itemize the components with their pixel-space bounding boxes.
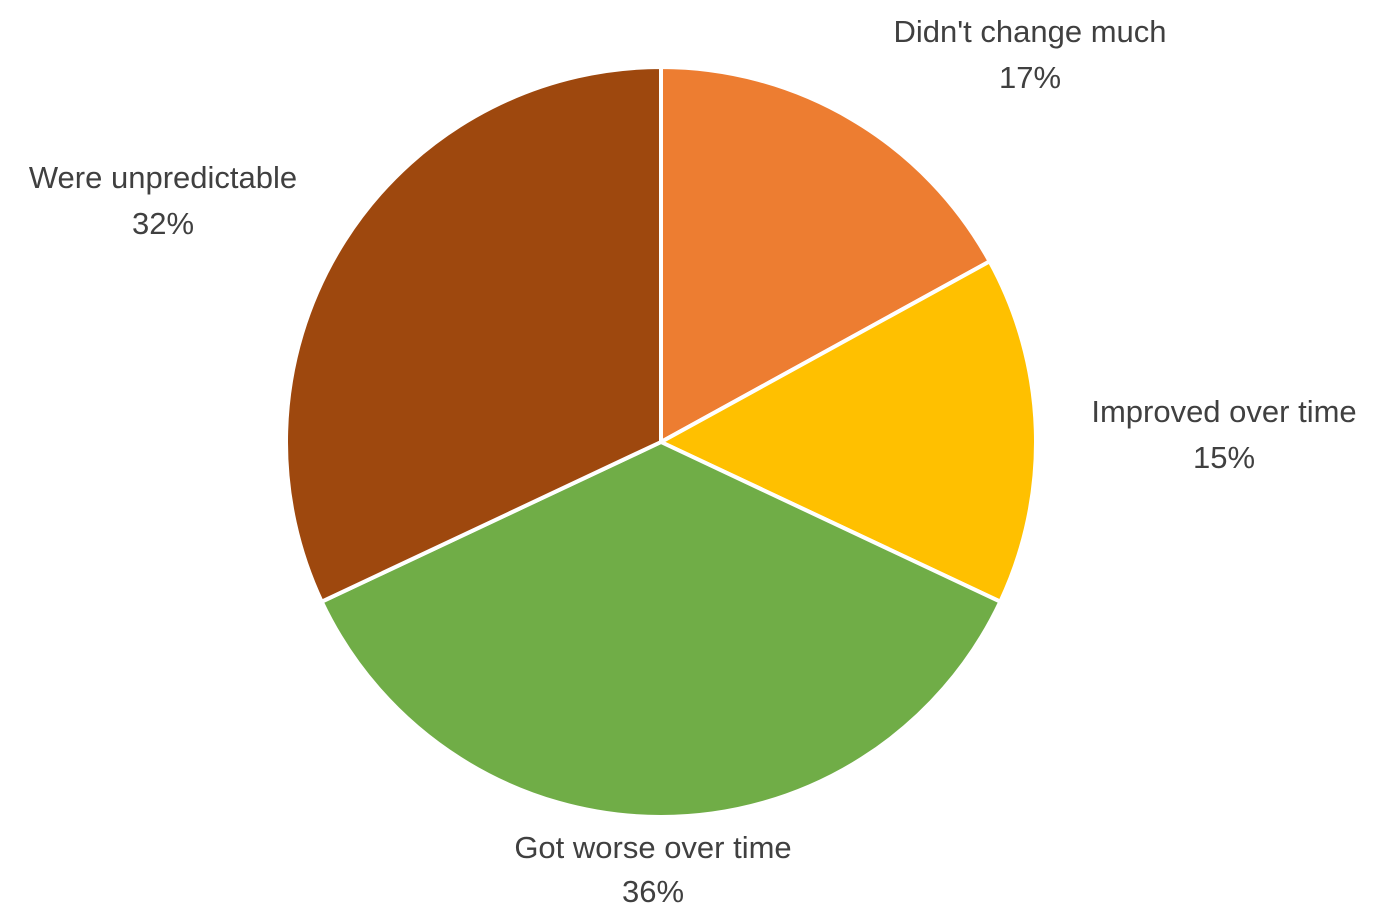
pie-slices xyxy=(284,65,1038,819)
pie-data-labels: Didn't change much 17% Improved over time 1… xyxy=(29,14,1357,905)
data-label: Didn't change much 17% xyxy=(893,14,1166,95)
pie-slice-got-worse-over-time xyxy=(319,440,1003,819)
pie-slice-didn-t-change-much xyxy=(659,65,992,444)
data-label-percent: 15% xyxy=(1193,440,1255,475)
data-label-category: Got worse over time xyxy=(514,830,791,865)
data-label-percent: 36% xyxy=(622,874,684,905)
data-label: Got worse over time 36% xyxy=(514,830,791,905)
data-label: Improved over time 15% xyxy=(1091,394,1356,475)
pie-slice-were-unpredictable xyxy=(284,65,663,604)
data-label: Were unpredictable 32% xyxy=(29,160,297,241)
data-label-percent: 17% xyxy=(999,60,1061,95)
pie-slice-improved-over-time xyxy=(659,259,1038,604)
data-label-category: Improved over time xyxy=(1091,394,1356,429)
data-label-category: Were unpredictable xyxy=(29,160,297,195)
data-label-percent: 32% xyxy=(132,206,194,241)
data-label-category: Didn't change much xyxy=(893,14,1166,49)
